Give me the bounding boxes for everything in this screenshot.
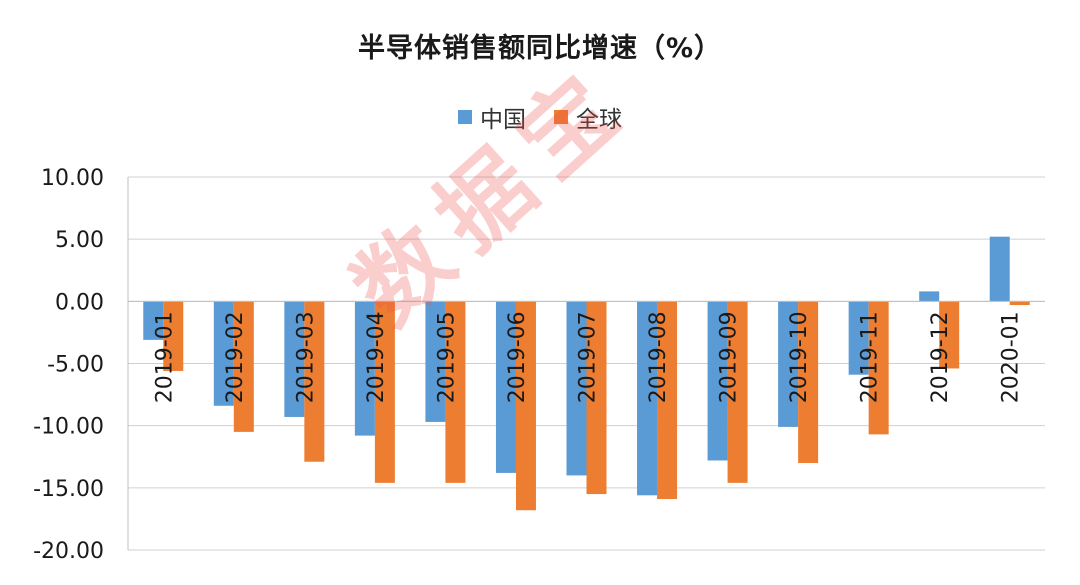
legend-label-global: 全球 xyxy=(576,107,622,133)
x-tick-label: 2019-05 xyxy=(434,311,459,403)
y-tick-label: -5.00 xyxy=(47,353,104,378)
bar-china xyxy=(213,301,234,406)
legend-item-china: 中国 xyxy=(458,100,526,134)
bar-global xyxy=(233,301,254,432)
legend-swatch-china xyxy=(458,110,472,124)
y-tick-label: -20.00 xyxy=(33,539,104,564)
bar-china xyxy=(284,301,305,417)
bar-global xyxy=(586,301,607,495)
bar-global xyxy=(868,301,889,435)
x-tick-label: 2019-10 xyxy=(787,311,812,403)
bar-china xyxy=(495,301,516,473)
bar-china xyxy=(848,301,869,375)
bar-global xyxy=(445,301,466,483)
y-tick-label: 10.00 xyxy=(41,166,104,191)
x-tick-label: 2019-09 xyxy=(717,311,742,403)
bar-global xyxy=(657,301,678,500)
y-tick-label: -10.00 xyxy=(33,415,104,440)
bar-china xyxy=(778,301,799,427)
legend-swatch-global xyxy=(554,110,568,124)
x-tick-label: 2019-02 xyxy=(223,311,248,403)
bar-china xyxy=(707,301,728,461)
y-tick-label: 0.00 xyxy=(55,290,104,315)
bar-china xyxy=(637,301,658,496)
x-tick-label: 2019-12 xyxy=(928,311,953,403)
x-tick-label: 2019-11 xyxy=(858,311,883,403)
bar-china xyxy=(919,291,940,302)
y-tick-label: 5.00 xyxy=(55,228,104,253)
bar-china xyxy=(425,301,446,422)
x-tick-label: 2020-01 xyxy=(999,311,1024,403)
y-tick-label: -15.00 xyxy=(33,477,104,502)
x-tick-label: 2019-07 xyxy=(576,311,601,403)
x-tick-label: 2019-01 xyxy=(152,311,177,403)
chart-title: 半导体销售额同比增速（%） xyxy=(357,33,723,64)
x-tick-label: 2019-08 xyxy=(646,311,671,403)
bar-global xyxy=(939,301,960,369)
x-tick-label: 2019-06 xyxy=(505,311,530,403)
legend: 中国 全球 xyxy=(0,100,1080,134)
bar-global xyxy=(163,301,184,371)
x-tick-label: 2019-04 xyxy=(364,311,389,403)
bar-china xyxy=(989,236,1010,302)
bar-global xyxy=(798,301,819,463)
bar-global xyxy=(515,301,536,511)
bar-china xyxy=(566,301,587,476)
bar-global xyxy=(304,301,325,462)
x-tick-label: 2019-03 xyxy=(293,311,318,403)
bar-china xyxy=(354,301,375,436)
bar-china xyxy=(143,301,164,340)
bar-global xyxy=(374,301,395,483)
legend-label-china: 中国 xyxy=(480,107,526,133)
bar-global xyxy=(1009,301,1030,306)
bar-global xyxy=(727,301,748,483)
legend-item-global: 全球 xyxy=(554,100,622,134)
